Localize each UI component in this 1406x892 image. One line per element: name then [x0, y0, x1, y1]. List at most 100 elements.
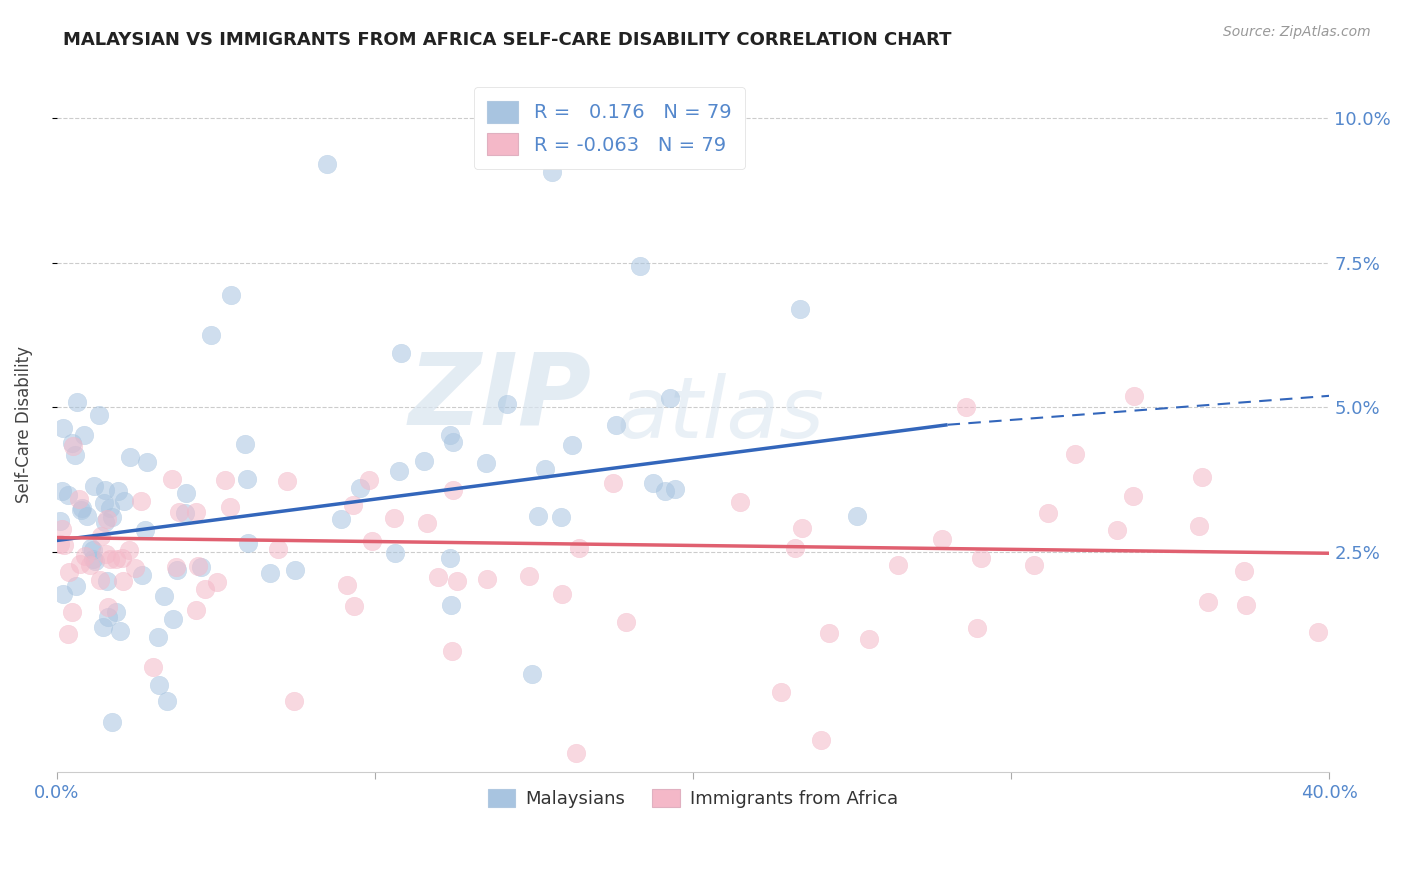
- Point: [136, 455, 159, 469]
- Point: [955, 401, 977, 415]
- Point: [93, 496, 115, 510]
- Point: [316, 157, 339, 171]
- Point: [439, 551, 461, 566]
- Point: [440, 598, 463, 612]
- Point: [186, 603, 208, 617]
- Point: [259, 566, 281, 580]
- Point: [51, 522, 73, 536]
- Point: [63, 448, 86, 462]
- Point: [845, 509, 868, 524]
- Point: [527, 509, 550, 524]
- Point: [1063, 447, 1085, 461]
- Point: [104, 605, 127, 619]
- Point: [160, 471, 183, 485]
- Point: [162, 612, 184, 626]
- Point: [728, 494, 751, 508]
- Point: [60, 605, 83, 619]
- Point: [129, 493, 152, 508]
- Point: [174, 485, 197, 500]
- Point: [858, 632, 880, 646]
- Text: MALAYSIAN VS IMMIGRANTS FROM AFRICA SELF-CARE DISABILITY CORRELATION CHART: MALAYSIAN VS IMMIGRANTS FROM AFRICA SELF…: [63, 31, 952, 49]
- Point: [602, 475, 624, 490]
- Point: [769, 685, 792, 699]
- Point: [58, 565, 80, 579]
- Point: [564, 746, 586, 760]
- Point: [236, 536, 259, 550]
- Point: [641, 476, 664, 491]
- Point: [111, 550, 134, 565]
- Text: ZIP: ZIP: [408, 349, 591, 445]
- Point: [49, 514, 72, 528]
- Point: [441, 483, 464, 497]
- Point: [654, 483, 676, 498]
- Point: [165, 560, 187, 574]
- Point: [283, 694, 305, 708]
- Point: [534, 462, 557, 476]
- Point: [134, 524, 156, 538]
- Point: [108, 624, 131, 639]
- Point: [970, 550, 993, 565]
- Point: [446, 574, 468, 588]
- Point: [53, 538, 76, 552]
- Point: [87, 409, 110, 423]
- Point: [389, 346, 412, 360]
- Point: [62, 439, 84, 453]
- Point: [384, 546, 406, 560]
- Text: atlas: atlas: [617, 373, 825, 456]
- Point: [416, 516, 439, 531]
- Point: [789, 301, 811, 316]
- Point: [783, 541, 806, 556]
- Point: [540, 165, 562, 179]
- Point: [167, 505, 190, 519]
- Point: [49, 537, 72, 551]
- Point: [96, 512, 118, 526]
- Point: [818, 626, 841, 640]
- Point: [1197, 595, 1219, 609]
- Point: [659, 391, 682, 405]
- Point: [56, 627, 79, 641]
- Point: [330, 511, 353, 525]
- Point: [790, 520, 813, 534]
- Point: [97, 609, 120, 624]
- Point: [266, 542, 288, 557]
- Point: [112, 574, 135, 588]
- Point: [1122, 389, 1144, 403]
- Point: [166, 563, 188, 577]
- Point: [148, 678, 170, 692]
- Point: [69, 557, 91, 571]
- Point: [131, 568, 153, 582]
- Point: [342, 498, 364, 512]
- Point: [357, 473, 380, 487]
- Point: [94, 515, 117, 529]
- Point: [118, 450, 141, 465]
- Point: [520, 667, 543, 681]
- Point: [70, 503, 93, 517]
- Point: [1234, 599, 1257, 613]
- Point: [190, 560, 212, 574]
- Point: [83, 554, 105, 568]
- Point: [551, 586, 574, 600]
- Point: [118, 542, 141, 557]
- Point: [388, 464, 411, 478]
- Point: [56, 488, 79, 502]
- Point: [568, 541, 591, 555]
- Point: [236, 473, 259, 487]
- Point: [495, 397, 517, 411]
- Point: [97, 599, 120, 614]
- Point: [112, 494, 135, 508]
- Point: [186, 505, 208, 519]
- Point: [343, 599, 366, 613]
- Point: [51, 483, 73, 498]
- Point: [187, 559, 209, 574]
- Point: [153, 590, 176, 604]
- Point: [98, 501, 121, 516]
- Point: [664, 482, 686, 496]
- Point: [1306, 625, 1329, 640]
- Point: [966, 621, 988, 635]
- Point: [124, 561, 146, 575]
- Text: Source: ZipAtlas.com: Source: ZipAtlas.com: [1223, 25, 1371, 39]
- Point: [1036, 506, 1059, 520]
- Point: [194, 582, 217, 597]
- Point: [80, 541, 103, 556]
- Point: [517, 569, 540, 583]
